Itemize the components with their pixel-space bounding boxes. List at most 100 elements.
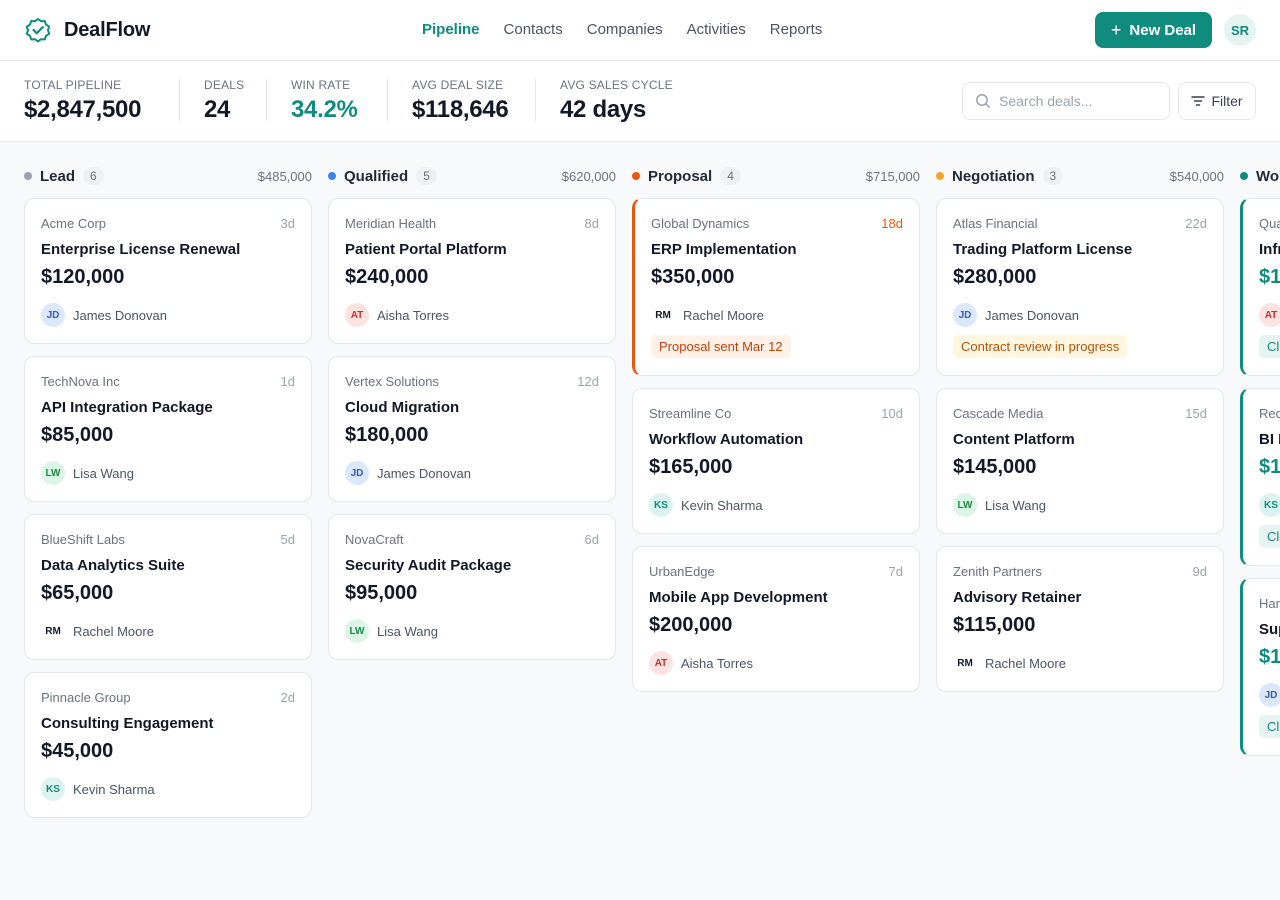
search-box[interactable] bbox=[962, 82, 1170, 120]
owner-name: Rachel Moore bbox=[985, 655, 1066, 671]
nav-activities[interactable]: Activities bbox=[686, 21, 746, 38]
deal-amount: $180,000 bbox=[345, 424, 429, 446]
deal-card[interactable]: Vertex Solutions 12d Cloud Migration $18… bbox=[328, 356, 616, 502]
new-deal-button[interactable]: + New Deal bbox=[1095, 12, 1212, 48]
deal-company: NovaCraft bbox=[345, 532, 404, 547]
deal-company: Global Dynamics bbox=[651, 216, 750, 231]
deal-amount: $145,000 bbox=[953, 456, 1037, 478]
deal-amount: $45,000 bbox=[41, 740, 114, 762]
stage-dot bbox=[1240, 172, 1248, 180]
deal-company: Cascade Media bbox=[953, 406, 1044, 421]
deal-title: Trading Platform License bbox=[953, 241, 1133, 258]
stage-dot bbox=[24, 172, 32, 180]
column-won: Wo Qua Infr $19 AT Cl Red BI D $14 KS Cl… bbox=[1240, 142, 1280, 900]
owner-avatar: AT bbox=[649, 651, 673, 675]
owner-avatar: LW bbox=[345, 619, 369, 643]
deal-amount: $65,000 bbox=[41, 582, 114, 604]
deal-card[interactable]: Qua Infr $19 AT Cl bbox=[1240, 198, 1280, 376]
brand-name: DealFlow bbox=[64, 18, 151, 41]
filter-label: Filter bbox=[1211, 93, 1243, 109]
nav-companies[interactable]: Companies bbox=[586, 21, 663, 38]
owner-avatar: KS bbox=[649, 493, 673, 517]
deal-company: Atlas Financial bbox=[953, 216, 1038, 231]
deal-company: Streamline Co bbox=[649, 406, 732, 421]
user-avatar[interactable]: SR bbox=[1224, 14, 1256, 46]
deal-title: Mobile App Development bbox=[649, 589, 828, 606]
deal-card[interactable]: UrbanEdge 7d Mobile App Development $200… bbox=[632, 546, 920, 692]
deal-amount: $95,000 bbox=[345, 582, 418, 604]
new-deal-label: New Deal bbox=[1129, 21, 1197, 39]
column-header: Negotiation 3 $540,000 bbox=[936, 166, 1224, 186]
column-total: $620,000 bbox=[561, 168, 616, 184]
deal-card[interactable]: Har Sup $15 JD Cl bbox=[1240, 578, 1280, 756]
column-count-badge: 4 bbox=[720, 167, 741, 185]
stat-value: 42 days bbox=[560, 96, 646, 123]
deal-age: 18d bbox=[881, 216, 903, 231]
deal-title: Cloud Migration bbox=[345, 399, 460, 416]
deal-status-tag: Cl bbox=[1259, 335, 1280, 358]
deal-card[interactable]: NovaCraft 6d Security Audit Package $95,… bbox=[328, 514, 616, 660]
deal-title: Consulting Engagement bbox=[41, 715, 214, 732]
deal-card[interactable]: TechNova Inc 1d API Integration Package … bbox=[24, 356, 312, 502]
stat-label: AVG DEAL SIZE bbox=[412, 78, 504, 92]
deal-owner: RM Rachel Moore bbox=[953, 651, 1066, 675]
deal-card[interactable]: Acme Corp 3d Enterprise License Renewal … bbox=[24, 198, 312, 344]
nav-reports[interactable]: Reports bbox=[769, 21, 823, 38]
owner-avatar: JD bbox=[345, 461, 369, 485]
column-title: Qualified bbox=[344, 167, 409, 185]
column-total: $540,000 bbox=[1169, 168, 1224, 184]
stat-label: TOTAL PIPELINE bbox=[24, 78, 122, 92]
deal-company: Red bbox=[1259, 406, 1280, 421]
owner-name: James Donovan bbox=[73, 307, 167, 323]
owner-avatar: JD bbox=[953, 303, 977, 327]
deal-title: API Integration Package bbox=[41, 399, 213, 416]
pipeline-board: Lead 6 $485,000 Acme Corp 3d Enterprise … bbox=[0, 142, 1280, 900]
column-count-badge: 5 bbox=[416, 167, 437, 185]
deal-title: Enterprise License Renewal bbox=[41, 241, 241, 258]
deal-card[interactable]: Meridian Health 8d Patient Portal Platfo… bbox=[328, 198, 616, 344]
stat-value: $118,646 bbox=[412, 96, 509, 123]
deal-card[interactable]: Red BI D $14 KS Cl bbox=[1240, 388, 1280, 566]
owner-avatar: JD bbox=[41, 303, 65, 327]
deal-owner: JD bbox=[1259, 683, 1280, 707]
search-input[interactable] bbox=[999, 93, 1159, 109]
column-header: Proposal 4 $715,000 bbox=[632, 166, 920, 186]
deal-card[interactable]: Cascade Media 15d Content Platform $145,… bbox=[936, 388, 1224, 534]
deal-card[interactable]: Zenith Partners 9d Advisory Retainer $11… bbox=[936, 546, 1224, 692]
owner-avatar: JD bbox=[1259, 683, 1280, 707]
deal-card[interactable]: Streamline Co 10d Workflow Automation $1… bbox=[632, 388, 920, 534]
deal-card[interactable]: Pinnacle Group 2d Consulting Engagement … bbox=[24, 672, 312, 818]
owner-name: Kevin Sharma bbox=[73, 781, 155, 797]
column-title: Negotiation bbox=[952, 167, 1035, 185]
stat-divider bbox=[535, 79, 536, 121]
deal-owner: AT Aisha Torres bbox=[649, 651, 753, 675]
column-header: Wo bbox=[1240, 166, 1280, 186]
nav-pipeline[interactable]: Pipeline bbox=[422, 21, 480, 38]
nav-contacts[interactable]: Contacts bbox=[503, 21, 563, 38]
stat-label: WIN RATE bbox=[291, 78, 351, 92]
filter-button[interactable]: Filter bbox=[1178, 82, 1256, 120]
owner-avatar: AT bbox=[345, 303, 369, 327]
deal-card[interactable]: Atlas Financial 22d Trading Platform Lic… bbox=[936, 198, 1224, 376]
owner-name: Lisa Wang bbox=[377, 623, 438, 639]
deal-company: Vertex Solutions bbox=[345, 374, 439, 389]
column-total: $485,000 bbox=[257, 168, 312, 184]
brand[interactable]: DealFlow bbox=[24, 16, 150, 44]
deal-title: Patient Portal Platform bbox=[345, 241, 507, 258]
owner-avatar: LW bbox=[41, 461, 65, 485]
deal-card[interactable]: BlueShift Labs 5d Data Analytics Suite $… bbox=[24, 514, 312, 660]
stat-total-pipeline: TOTAL PIPELINE $2,847,500 bbox=[24, 78, 141, 124]
deal-owner: LW Lisa Wang bbox=[345, 619, 438, 643]
deal-age: 22d bbox=[1185, 216, 1207, 231]
deal-amount: $280,000 bbox=[953, 266, 1037, 288]
deal-owner: AT Aisha Torres bbox=[345, 303, 449, 327]
column-header: Lead 6 $485,000 bbox=[24, 166, 312, 186]
owner-name: James Donovan bbox=[985, 307, 1079, 323]
column-total: $715,000 bbox=[865, 168, 920, 184]
stats-bar: TOTAL PIPELINE $2,847,500 DEALS 24 WIN R… bbox=[0, 61, 1280, 142]
deal-amount: $15 bbox=[1259, 646, 1280, 668]
deal-title: BI D bbox=[1259, 431, 1280, 448]
deal-age: 7d bbox=[888, 564, 903, 579]
stat-value: 34.2% bbox=[291, 96, 358, 123]
deal-card[interactable]: Global Dynamics 18d ERP Implementation $… bbox=[632, 198, 920, 376]
